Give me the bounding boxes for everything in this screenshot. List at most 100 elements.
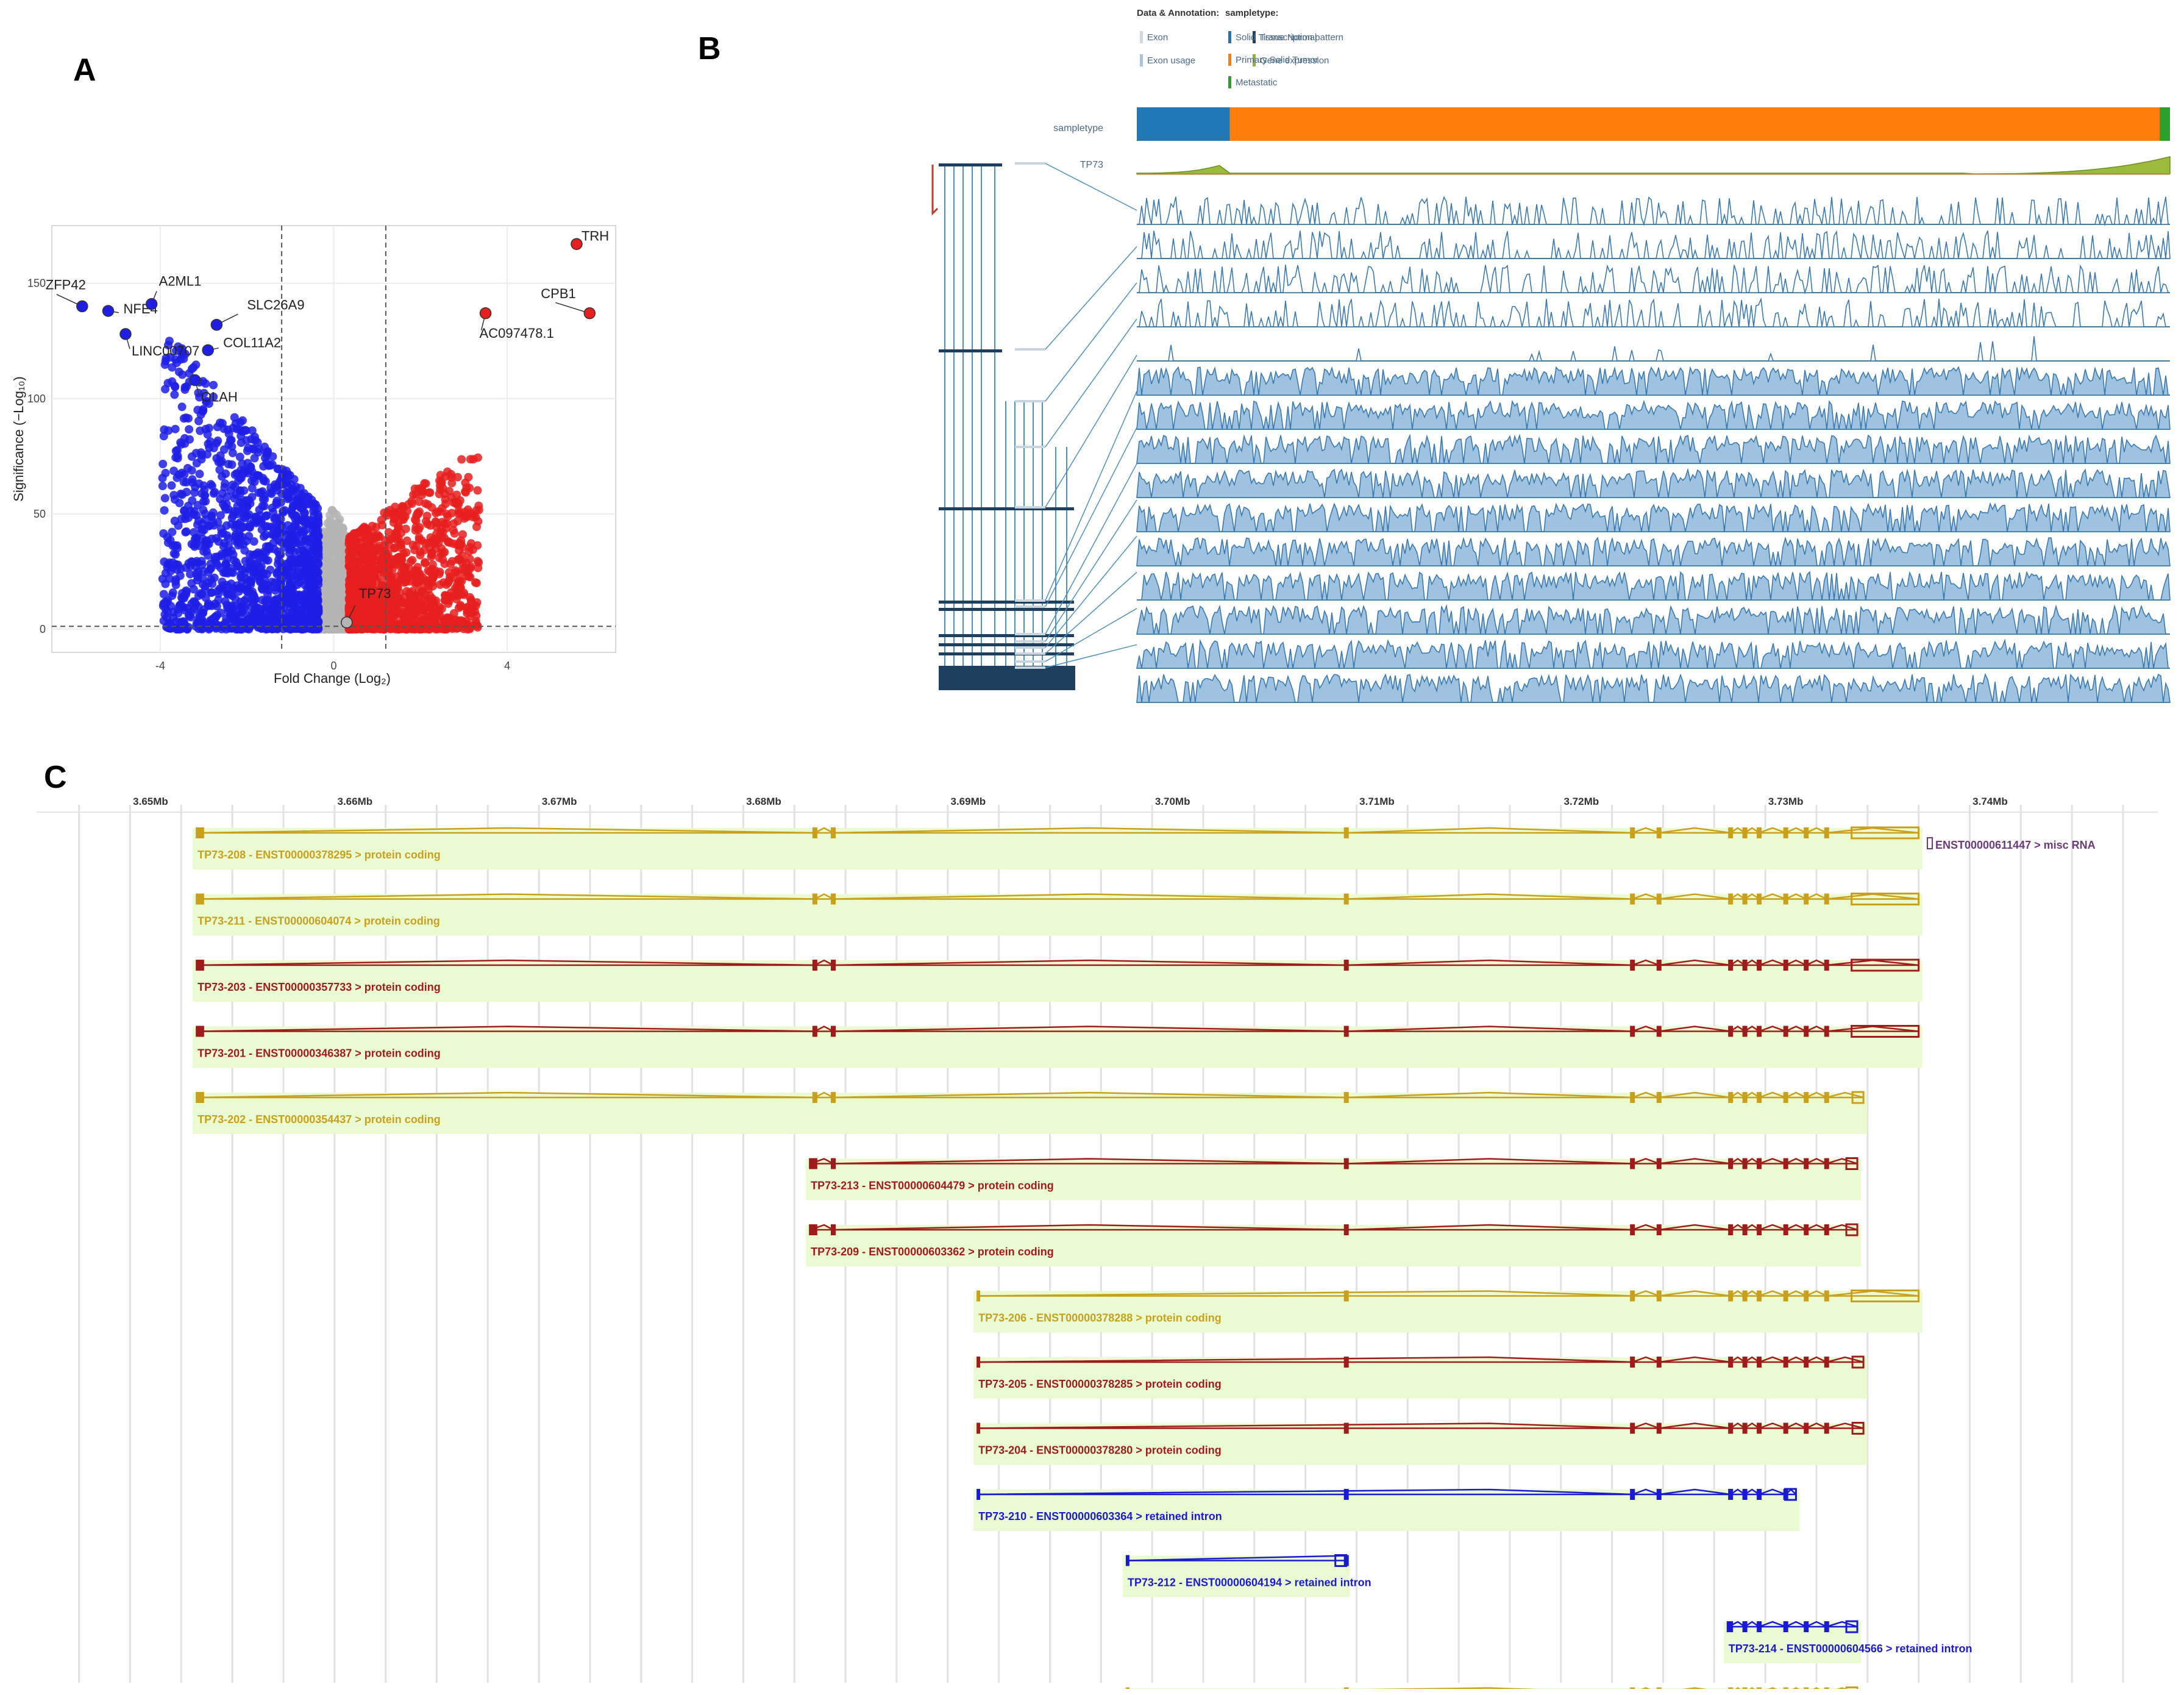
- exon: [1824, 1687, 1829, 1689]
- point-downregulated: [187, 466, 196, 475]
- exon-usage-track: [1136, 366, 2170, 396]
- exon: [1343, 1224, 1349, 1235]
- point-downregulated: [177, 344, 187, 353]
- point-downregulated: [247, 426, 257, 435]
- utr-block: [1851, 1091, 1865, 1104]
- point-downregulated: [193, 501, 202, 510]
- transcript-start-exon: [1125, 1555, 1129, 1566]
- transcript-label: TP73-213 - ENST00000604479 > protein cod…: [811, 1180, 1054, 1192]
- point-upregulated: [424, 582, 433, 590]
- point-upregulated: [415, 523, 424, 532]
- exon: [1630, 1357, 1635, 1368]
- point-downregulated: [232, 490, 240, 499]
- exon: [1824, 1026, 1829, 1037]
- legend-swatch: [1253, 31, 1256, 43]
- point-downregulated: [159, 432, 168, 441]
- exon-mark: [939, 601, 952, 604]
- transcript-background: [193, 1093, 1868, 1134]
- gene-label: TP73: [359, 586, 391, 601]
- transcript-background: [973, 1291, 1923, 1333]
- point-downregulated: [176, 490, 185, 498]
- transcript-start-exon: [809, 1158, 813, 1169]
- transcript-intron-path: [978, 1356, 1864, 1363]
- point-downregulated: [170, 390, 179, 399]
- point-downregulated: [174, 521, 183, 530]
- exon-connector-line: [1045, 391, 1137, 601]
- exon-mark: [939, 349, 952, 352]
- point-downregulated: [197, 590, 207, 599]
- legend-item: Solid Tissue Normal: [1236, 32, 1317, 43]
- exon: [1824, 1357, 1829, 1368]
- transcript-intron-path: [810, 1224, 1858, 1231]
- point-downregulated: [222, 531, 232, 540]
- point-downregulated: [237, 438, 246, 448]
- exon: [1742, 1422, 1748, 1434]
- point-downregulated: [169, 608, 178, 617]
- point-upregulated: [421, 558, 430, 567]
- exon: [1742, 1489, 1748, 1500]
- point-upregulated: [387, 572, 396, 581]
- exon-block: [1036, 666, 1051, 690]
- point-downregulated: [210, 488, 219, 497]
- point-upregulated: [384, 528, 393, 537]
- exon-block: [975, 666, 990, 690]
- point-upregulated: [393, 583, 402, 592]
- exon-mark: [989, 643, 1002, 646]
- point-downregulated: [174, 624, 183, 633]
- legend-swatch: [1228, 31, 1231, 43]
- exon-usage-track: [1137, 264, 2170, 295]
- utr-block: [1334, 1554, 1348, 1567]
- point-downregulated: [187, 365, 196, 374]
- point-downregulated: [302, 563, 311, 573]
- point-upregulated: [388, 608, 397, 617]
- point-downregulated: [168, 363, 177, 372]
- exon: [1824, 1158, 1829, 1169]
- transcript-background: [193, 894, 1923, 936]
- exon: [1783, 1158, 1788, 1169]
- point-downregulated: [180, 593, 189, 602]
- point-downregulated: [238, 503, 247, 512]
- point-upregulated: [454, 516, 462, 526]
- exon: [1783, 1224, 1788, 1235]
- exon-mark: [1018, 634, 1031, 637]
- point-upregulated: [446, 538, 455, 548]
- exon: [1757, 960, 1762, 971]
- point-downregulated: [190, 528, 198, 537]
- gene-label: AC097478.1: [480, 326, 554, 341]
- transcript-intron-path: [1365, 1686, 1848, 1689]
- exon-usage-track: [1137, 196, 2170, 227]
- point-downregulated: [253, 558, 262, 567]
- exon: [1824, 1290, 1829, 1302]
- point-upregulated: [402, 587, 411, 596]
- panel-label-b: B: [698, 31, 721, 66]
- point-downregulated: [294, 558, 304, 568]
- exon: [1343, 1357, 1349, 1368]
- point-downregulated: [232, 625, 241, 634]
- point-downregulated: [197, 489, 207, 498]
- point-upregulated: [353, 591, 362, 600]
- exon-mark: [948, 349, 961, 352]
- point-upregulated: [365, 561, 373, 569]
- exon-mark: [989, 608, 1002, 611]
- point-downregulated: [268, 504, 277, 512]
- exon: [199, 827, 204, 838]
- exon: [1804, 960, 1809, 971]
- point-downregulated: [159, 529, 168, 538]
- exon-mark: [1036, 507, 1050, 510]
- point-not-significant: [325, 603, 334, 612]
- point-downregulated: [209, 443, 218, 452]
- utr-block: [1845, 1223, 1859, 1236]
- transcript-intron-path: [978, 1488, 1797, 1496]
- exon-connector-line: [1045, 282, 1137, 402]
- exon: [1343, 1158, 1349, 1169]
- legend-swatch: [1228, 54, 1231, 66]
- point-downregulated: [304, 580, 313, 590]
- point-upregulated: [354, 561, 363, 569]
- point-downregulated: [213, 436, 222, 445]
- exon: [1757, 827, 1762, 838]
- point-upregulated: [438, 555, 447, 564]
- exon-mark: [1036, 643, 1050, 646]
- exon-mark: [1018, 507, 1031, 510]
- point-downregulated: [296, 611, 305, 620]
- gene-label: A2ML1: [159, 274, 202, 289]
